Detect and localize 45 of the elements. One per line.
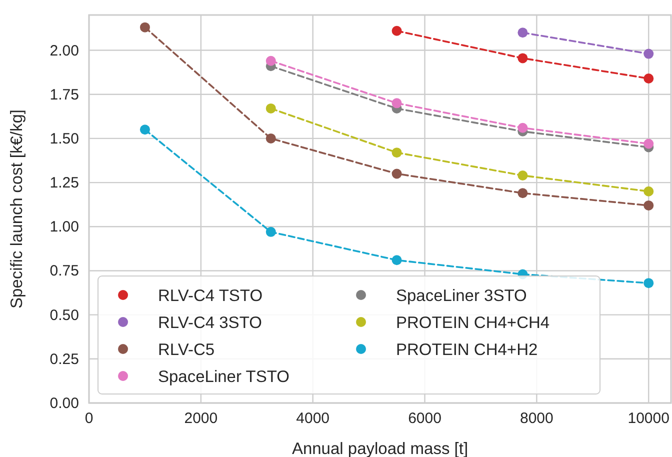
y-axis-title: Specific launch cost [k€/kg] [8, 109, 26, 309]
y-tick-label: 0.50 [50, 306, 79, 324]
legend-label: SpaceLiner 3STO [396, 287, 528, 305]
y-tick-label: 1.50 [50, 130, 79, 148]
y-tick-label: 1.25 [50, 174, 79, 192]
point [266, 56, 276, 66]
y-tick-label: 2.00 [50, 42, 79, 60]
point [266, 226, 276, 237]
x-tick-label: 6000 [408, 410, 442, 427]
x-tick-label: 0 [84, 410, 94, 427]
y-tick-label: 0.25 [50, 350, 79, 368]
point [644, 186, 654, 196]
point [518, 122, 528, 133]
legend-label: RLV-C4 3STO [158, 314, 262, 332]
x-tick-label: 10000 [628, 410, 670, 427]
legend-label: RLV-C5 [158, 341, 215, 359]
point [644, 48, 654, 59]
point [518, 188, 528, 198]
y-tick-label: 0.00 [50, 395, 79, 412]
y-tick-label: 1.00 [50, 218, 79, 236]
point [518, 170, 528, 180]
point [392, 255, 402, 266]
legend-label: RLV-C4 TSTO [158, 287, 263, 305]
point [518, 53, 528, 64]
legend-label: SpaceLiner TSTO [158, 368, 290, 386]
point [140, 124, 150, 135]
point [644, 138, 654, 149]
y-tick-label: 0.75 [50, 262, 79, 280]
point [392, 26, 402, 36]
x-tick-label: 4000 [296, 410, 330, 427]
x-tick-label: 8000 [520, 410, 554, 427]
point [266, 133, 276, 144]
legend-label: PROTEIN CH4+CH4 [396, 314, 550, 332]
point [392, 98, 402, 108]
point [644, 200, 654, 210]
point [266, 103, 276, 114]
legend-label: PROTEIN CH4+H2 [396, 341, 538, 359]
x-tick-label: 2000 [184, 410, 218, 427]
point [140, 22, 150, 32]
point [392, 168, 402, 179]
point [644, 73, 654, 84]
point [518, 28, 528, 38]
point [644, 278, 654, 288]
y-tick-label: 1.75 [50, 86, 79, 104]
point [392, 148, 402, 158]
